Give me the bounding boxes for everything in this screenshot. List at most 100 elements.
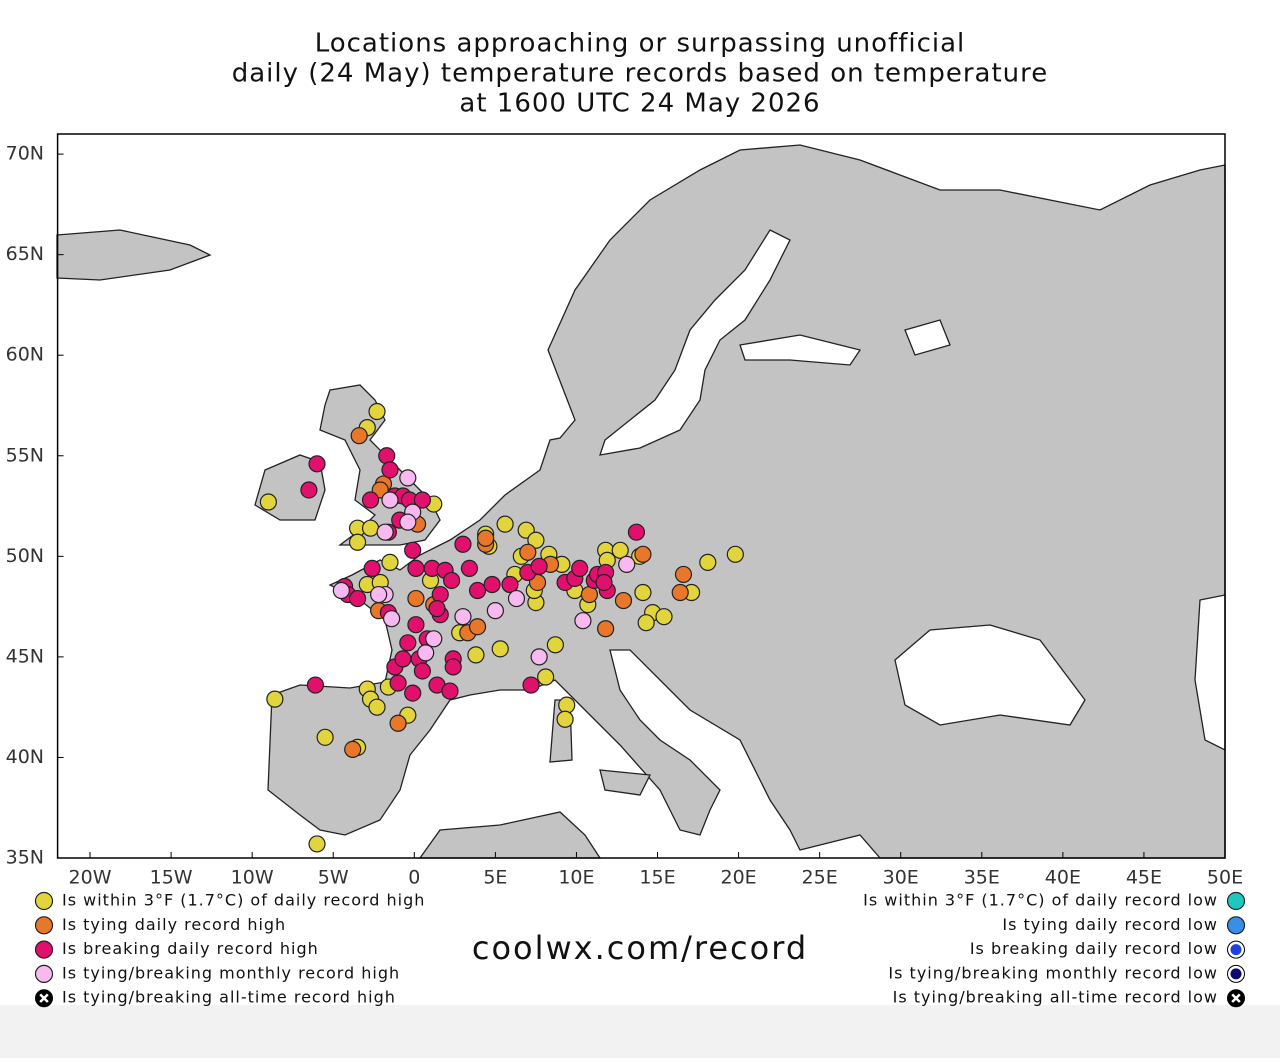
point <box>413 491 432 509</box>
marker-body <box>468 581 487 600</box>
legend-label: Is within 3°F (1.7°C) of daily record hi… <box>62 891 425 910</box>
x-tick-label: 25E <box>802 867 838 889</box>
marker-body <box>381 461 399 479</box>
marker <box>1226 891 1246 911</box>
marker-body <box>404 541 422 559</box>
point <box>428 600 446 618</box>
white-sea <box>904 319 951 356</box>
marker <box>34 916 54 935</box>
point <box>574 612 592 630</box>
marker-body <box>530 648 548 666</box>
point <box>332 581 350 600</box>
marker-body <box>519 543 537 561</box>
marker-body <box>558 696 576 714</box>
x-tick-label: 10E <box>558 867 594 889</box>
point <box>368 402 386 421</box>
point <box>344 740 362 759</box>
marker-body <box>428 600 446 618</box>
point <box>383 610 401 628</box>
marker-body <box>316 728 334 746</box>
point <box>618 555 636 573</box>
y-tick-label: 60N <box>6 344 44 366</box>
marker-body <box>537 668 555 686</box>
point <box>259 493 277 511</box>
point <box>671 583 689 602</box>
legend-label: Is breaking daily record high <box>62 939 319 958</box>
marker-body <box>368 698 386 716</box>
point <box>496 515 514 533</box>
marker-cross <box>1231 993 1241 1003</box>
y-tick-label: 65N <box>6 243 44 265</box>
marker-body <box>501 575 519 594</box>
marker-body <box>368 402 386 421</box>
marker-body <box>389 714 407 732</box>
point <box>441 682 459 700</box>
point <box>378 447 396 465</box>
marker-body <box>361 519 380 537</box>
point <box>627 523 646 541</box>
marker-body <box>522 676 540 694</box>
point <box>614 591 633 610</box>
point <box>348 533 367 551</box>
x-tick-label: 30E <box>883 867 919 889</box>
chart-title: daily (24 May) temperature records based… <box>232 59 1049 89</box>
legend-label: Is tying daily record low <box>1002 915 1218 934</box>
legend-label: Is tying/breaking monthly record low <box>888 963 1218 982</box>
x-tick-label: 5E <box>483 867 507 889</box>
marker <box>34 964 54 984</box>
point <box>527 531 545 549</box>
marker-body <box>556 710 574 728</box>
point <box>363 559 381 578</box>
x-tick-label: 0 <box>408 867 420 889</box>
sicily <box>599 769 652 796</box>
marker-body <box>444 658 462 676</box>
baltic-sea <box>599 229 791 456</box>
legend-label: Is breaking daily record low <box>970 939 1218 958</box>
marker-body <box>1226 891 1246 911</box>
marker-body <box>468 618 487 636</box>
marker-body <box>361 491 380 509</box>
point <box>674 565 693 584</box>
marker-cross <box>39 993 49 1003</box>
point <box>389 674 407 692</box>
x-tick-label: 35E <box>964 867 1000 889</box>
point <box>537 668 555 686</box>
point <box>399 513 417 531</box>
x-tick-label: 20E <box>720 867 756 889</box>
marker-body <box>381 491 399 509</box>
point <box>404 541 422 559</box>
marker-body <box>376 523 394 541</box>
marker-body <box>399 469 417 487</box>
marker-body <box>441 682 459 700</box>
point <box>655 608 673 626</box>
marker-body <box>34 964 54 984</box>
y-tick-label: 55N <box>6 444 44 466</box>
point <box>558 696 576 714</box>
marker-body <box>507 589 526 608</box>
point <box>381 461 399 479</box>
marker-body <box>491 640 509 658</box>
marker-body <box>381 553 399 571</box>
point <box>381 553 399 571</box>
marker-body <box>546 636 564 654</box>
point <box>308 455 326 473</box>
marker-body <box>595 573 613 592</box>
marker-body <box>634 583 652 602</box>
marker-body <box>486 602 504 620</box>
marker-body <box>259 493 277 511</box>
marker-body <box>674 565 693 584</box>
y-tick-label: 45N <box>6 645 44 667</box>
marker <box>1227 964 1245 983</box>
iceland <box>56 229 212 281</box>
marker-body <box>460 559 479 578</box>
marker-body <box>527 531 545 549</box>
point <box>425 630 443 648</box>
point <box>300 481 318 499</box>
marker-body <box>530 557 548 575</box>
legend-label: Is tying/breaking all-time record low <box>893 988 1218 1007</box>
marker-body <box>344 740 362 759</box>
x-tick-label: 15W <box>150 867 193 889</box>
marker-body <box>407 559 425 578</box>
